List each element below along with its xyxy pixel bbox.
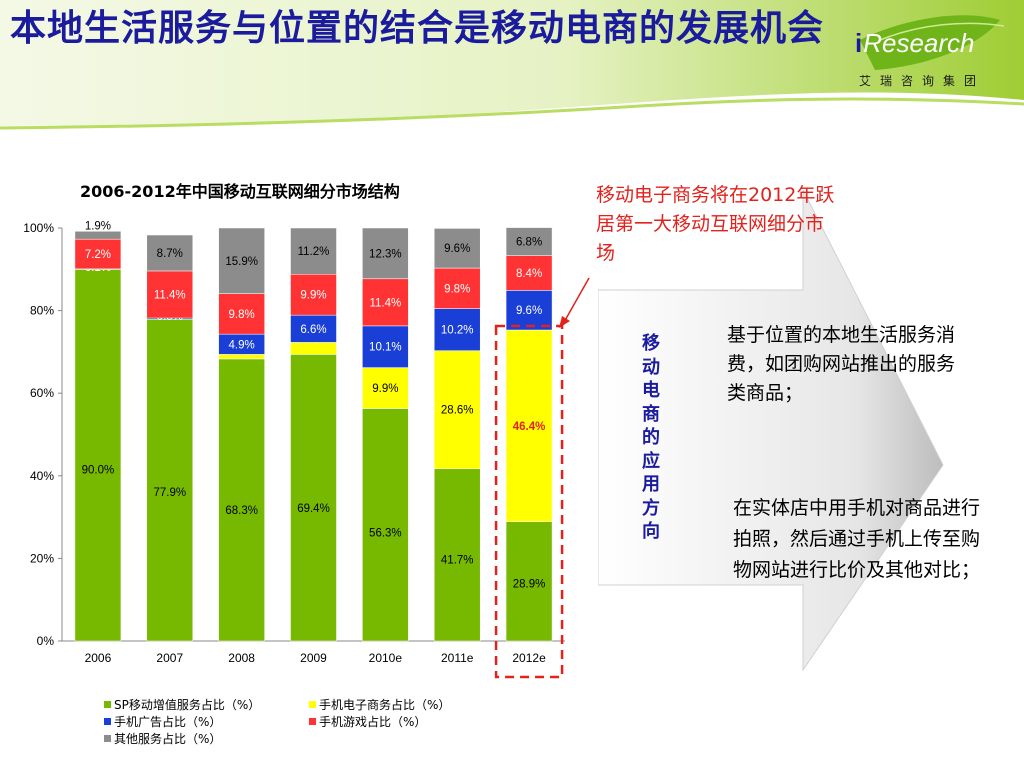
legend-label: 手机电子商务占比（%） bbox=[319, 698, 451, 712]
point-2-text: 在实体店中用手机对商品进行拍照，然后通过手机上传至购物网站进行比价及其他对比； bbox=[733, 497, 981, 581]
data-label: 9.6% bbox=[516, 305, 542, 317]
bar-segment bbox=[146, 319, 194, 642]
data-label: 77.9% bbox=[153, 487, 186, 499]
data-label: 6.8% bbox=[516, 237, 542, 249]
data-label: 9.8% bbox=[444, 283, 470, 295]
data-label: 1.9% bbox=[85, 220, 111, 232]
legend-swatch bbox=[104, 735, 111, 742]
data-label: 28.9% bbox=[513, 578, 546, 590]
x-tick-label: 2010e bbox=[369, 651, 403, 665]
bar-segment bbox=[74, 231, 122, 240]
y-tick-label: 80% bbox=[30, 304, 54, 318]
data-label: 11.4% bbox=[369, 297, 401, 309]
bar-segment bbox=[433, 228, 481, 269]
y-tick-label: 100% bbox=[23, 221, 54, 235]
data-label: 10.1% bbox=[369, 342, 402, 354]
legend-item: 手机游戏占比（%） bbox=[309, 713, 426, 730]
bar-segment bbox=[362, 227, 409, 280]
data-label: 15.9% bbox=[225, 256, 258, 268]
legend-item: SP移动增值服务占比（%） bbox=[104, 696, 260, 713]
bar-segment bbox=[505, 290, 553, 331]
red-note: 移动电子商务将在2012年跃居第一大移动互联网细分市场 bbox=[596, 184, 835, 264]
legend-label: 手机广告占比（%） bbox=[114, 715, 222, 729]
data-label: 6.6% bbox=[300, 324, 326, 336]
legend-label: 其他服务占比（%） bbox=[114, 732, 222, 746]
data-label: 41.7% bbox=[441, 555, 474, 567]
x-tick-label: 2009 bbox=[300, 651, 327, 665]
legend-swatch bbox=[309, 701, 316, 708]
y-tick-label: 40% bbox=[30, 469, 54, 483]
highlight-box bbox=[494, 324, 564, 679]
legend-label: 手机游戏占比（%） bbox=[319, 715, 427, 729]
y-tick-label: 60% bbox=[30, 386, 54, 400]
big-arrow-shape bbox=[598, 190, 944, 672]
bar-segment bbox=[362, 408, 409, 642]
data-label: 28.6% bbox=[441, 405, 474, 417]
bar-segment bbox=[146, 234, 194, 272]
bar-segment bbox=[505, 329, 553, 522]
x-tick-label: 2006 bbox=[85, 651, 112, 665]
data-label: 11.2% bbox=[298, 246, 330, 258]
bar-segment bbox=[74, 269, 122, 642]
bar-segment bbox=[505, 255, 553, 291]
y-tick-label: 0% bbox=[37, 634, 55, 648]
bar-segment bbox=[362, 278, 409, 327]
data-label: 69.4% bbox=[297, 503, 330, 515]
x-tick-label: 2012e bbox=[512, 651, 546, 665]
bar-segment bbox=[290, 354, 337, 642]
point-1-text: 基于位置的本地生活服务消费，如团购网站推出的服务类商品； bbox=[727, 324, 956, 404]
legend-item: 其他服务占比（%） bbox=[104, 730, 221, 747]
bar-segment bbox=[433, 468, 481, 642]
bar-segment bbox=[290, 227, 337, 275]
bar-segment bbox=[505, 227, 553, 256]
data-label: 8.4% bbox=[516, 268, 542, 280]
slide-title: 本地生活服务与位置的结合是移动电商的发展机会 bbox=[10, 8, 825, 49]
data-label: 8.7% bbox=[157, 248, 183, 260]
data-label: 7.2% bbox=[85, 249, 111, 261]
chart-title: 2006-2012年中国移动互联网细分市场结构 bbox=[80, 182, 400, 201]
data-label: 11.4% bbox=[154, 289, 186, 301]
bar-segment bbox=[433, 350, 481, 470]
data-label: 90.0% bbox=[82, 465, 115, 477]
x-tick-label: 2011e bbox=[441, 651, 474, 665]
x-tick-label: 2007 bbox=[156, 651, 183, 665]
bar-segment bbox=[362, 325, 409, 368]
legend-item: 手机电子商务占比（%） bbox=[309, 696, 450, 713]
data-label: 4.9% bbox=[229, 339, 255, 351]
data-label: 46.4% bbox=[513, 421, 546, 433]
legend-item: 手机广告占比（%） bbox=[104, 713, 221, 730]
header-band bbox=[0, 0, 1024, 130]
bar-segment bbox=[290, 274, 337, 316]
legend-swatch bbox=[309, 718, 316, 725]
bar-segment bbox=[433, 308, 481, 351]
bar-segment bbox=[218, 293, 265, 335]
data-label: 10.2% bbox=[441, 325, 474, 337]
legend-swatch bbox=[104, 701, 111, 708]
vertical-label: 移动电商的应用方向 bbox=[642, 333, 660, 542]
iresearch-logo: iResearch 艾瑞咨询集团 bbox=[855, 28, 986, 88]
bar-segment bbox=[433, 267, 481, 309]
logo-subtitle: 艾瑞咨询集团 bbox=[859, 74, 986, 88]
bar-segment bbox=[505, 521, 553, 642]
data-label: 56.3% bbox=[369, 527, 402, 539]
bar-segment bbox=[218, 227, 265, 294]
data-label: 68.3% bbox=[225, 505, 258, 517]
data-label: 9.6% bbox=[444, 243, 470, 255]
x-tick-label: 2008 bbox=[228, 651, 255, 665]
bar-segment bbox=[362, 367, 409, 409]
data-label: 9.9% bbox=[372, 383, 398, 395]
legend-label: SP移动增值服务占比（%） bbox=[114, 698, 261, 712]
y-tick-label: 20% bbox=[30, 551, 54, 565]
legend-swatch bbox=[104, 718, 111, 725]
bar-segment bbox=[146, 270, 194, 319]
bar-segment bbox=[290, 314, 337, 343]
data-label: 9.9% bbox=[300, 290, 326, 302]
pointer-arrow bbox=[559, 277, 590, 328]
data-label: 9.8% bbox=[229, 309, 255, 321]
bar-segment bbox=[218, 358, 265, 642]
data-label: 12.3% bbox=[369, 248, 402, 260]
stacked-bar-chart: 0%20%40%60%80%100%90.0%0.1%7.2%1.9%20067… bbox=[23, 220, 565, 679]
